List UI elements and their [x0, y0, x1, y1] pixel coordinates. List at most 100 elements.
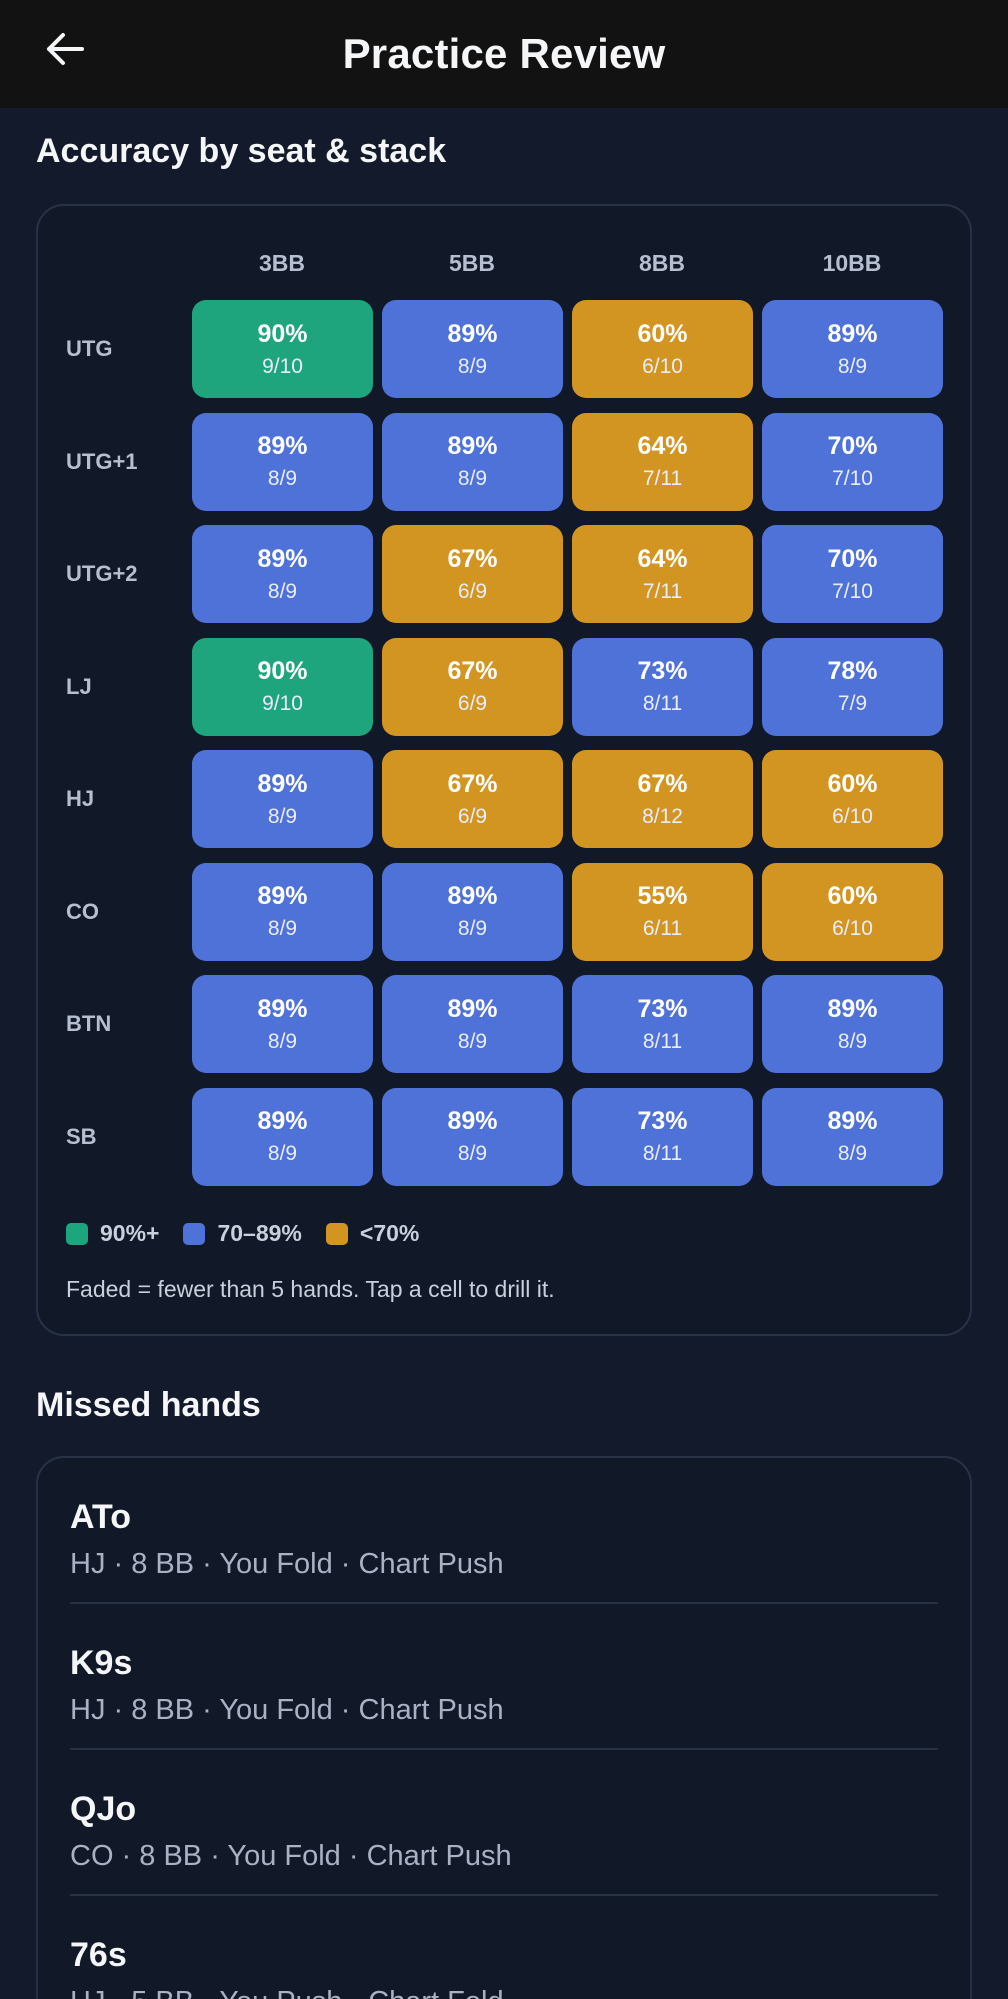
row-header: LJ [66, 673, 92, 699]
cell-fraction: 8/9 [837, 1029, 868, 1053]
missed-hand-item[interactable]: QJo CO · 8 BB · You Fold · Chart Push [70, 1750, 938, 1896]
accuracy-cell[interactable]: 67% 8/12 [572, 750, 753, 848]
accuracy-cell[interactable]: 89% 8/9 [762, 1087, 943, 1186]
cell-percent: 64% [637, 432, 688, 460]
cell-percent: 67% [447, 657, 498, 685]
accuracy-cell[interactable]: 67% 6/9 [382, 750, 563, 848]
cell-percent: 73% [637, 1107, 688, 1135]
cell-percent: 89% [257, 1107, 308, 1135]
row-header: HJ [66, 786, 95, 811]
cell-fraction: 6/10 [642, 354, 683, 378]
accuracy-cell[interactable]: 67% 6/9 [382, 637, 563, 736]
cell-percent: 60% [827, 769, 878, 798]
legend-label: 90%+ [100, 1220, 160, 1246]
accuracy-cell[interactable]: 89% 8/9 [382, 300, 563, 398]
accuracy-cell[interactable]: 73% 8/11 [572, 637, 753, 736]
cell-fraction: 8/9 [267, 804, 298, 828]
row-header: UTG+1 [66, 448, 138, 474]
accuracy-cell[interactable]: 90% 9/10 [192, 300, 373, 398]
row-header: UTG+2 [66, 561, 138, 586]
accuracy-cell[interactable]: 60% 6/10 [762, 862, 943, 961]
cell-fraction: 8/11 [642, 1142, 683, 1165]
column-header: 5BB [448, 250, 495, 276]
accuracy-cell[interactable]: 89% 8/9 [382, 975, 563, 1073]
page-title: Practice Review [342, 30, 666, 77]
hand-details: HJ · 5 BB · You Push · Chart Fold [70, 1986, 504, 1999]
accuracy-cell[interactable]: 89% 8/9 [192, 412, 373, 511]
cell-percent: 90% [257, 657, 308, 685]
accuracy-cell[interactable]: 89% 8/9 [382, 1087, 563, 1186]
cell-percent: 89% [257, 994, 308, 1023]
accuracy-cell[interactable]: 64% 7/11 [572, 525, 753, 623]
cell-fraction: 8/12 [642, 804, 683, 828]
cell-percent: 89% [257, 544, 308, 573]
legend-label: <70% [359, 1220, 420, 1246]
legend-swatch [66, 1222, 88, 1245]
accuracy-cell[interactable]: 89% 8/9 [192, 750, 373, 848]
cell-fraction: 8/11 [642, 1029, 683, 1053]
hand-name: ATo [70, 1498, 132, 1536]
legend-swatch [183, 1222, 206, 1245]
hand-name: 76s [70, 1936, 127, 1974]
cell-fraction: 8/9 [837, 1142, 868, 1165]
app-bar: Practice Review [0, 0, 1008, 108]
accuracy-cell[interactable]: 70% 7/10 [762, 525, 943, 623]
cell-percent: 67% [447, 544, 498, 573]
accuracy-cell[interactable]: 60% 6/10 [762, 750, 943, 848]
legend-item: <70% [325, 1220, 420, 1247]
cell-fraction: 7/11 [642, 467, 683, 490]
row-header: BTN [66, 1011, 112, 1036]
accuracy-cell[interactable]: 55% 6/11 [572, 862, 753, 961]
cell-fraction: 8/9 [267, 579, 298, 603]
accuracy-legend: 90%+ 70–89% <70% [66, 1220, 443, 1247]
cell-percent: 89% [827, 319, 878, 348]
cell-fraction: 8/11 [642, 692, 683, 715]
cell-fraction: 8/9 [457, 354, 488, 378]
back-button[interactable] [40, 24, 90, 74]
accuracy-cell[interactable]: 73% 8/11 [572, 975, 753, 1073]
cell-percent: 73% [637, 994, 688, 1023]
cell-fraction: 8/9 [267, 467, 298, 490]
cell-percent: 64% [637, 544, 688, 573]
cell-fraction: 9/10 [262, 354, 303, 378]
cell-fraction: 6/10 [832, 804, 873, 828]
cell-fraction: 7/10 [832, 467, 873, 490]
cell-percent: 78% [827, 657, 878, 685]
accuracy-cell[interactable]: 67% 6/9 [382, 525, 563, 623]
column-header: 10BB [822, 250, 882, 276]
cell-fraction: 6/9 [457, 804, 488, 828]
accuracy-cell[interactable]: 60% 6/10 [572, 300, 753, 398]
cell-fraction: 8/9 [457, 467, 488, 490]
accuracy-cell[interactable]: 78% 7/9 [762, 637, 943, 736]
legend-swatch [325, 1222, 348, 1245]
accuracy-cell[interactable]: 89% 8/9 [382, 862, 563, 961]
cell-percent: 73% [637, 657, 688, 685]
accuracy-cell[interactable]: 89% 8/9 [382, 412, 563, 511]
accuracy-cell[interactable]: 89% 8/9 [192, 862, 373, 961]
cell-percent: 89% [447, 1107, 498, 1135]
accuracy-cell[interactable]: 89% 8/9 [762, 300, 943, 398]
cell-percent: 55% [637, 882, 688, 910]
cell-percent: 89% [257, 432, 308, 460]
cell-fraction: 8/9 [267, 1142, 298, 1165]
cell-percent: 89% [257, 882, 308, 910]
missed-hand-item[interactable]: ATo HJ · 8 BB · You Fold · Chart Push [70, 1458, 938, 1604]
missed-hand-item[interactable]: K9s HJ · 8 BB · You Fold · Chart Push [70, 1604, 938, 1750]
missed-hand-item[interactable]: 76s HJ · 5 BB · You Push · Chart Fold [70, 1896, 938, 1999]
accuracy-cell[interactable]: 90% 9/10 [192, 637, 373, 736]
row-header: CO [66, 898, 99, 924]
accuracy-cell[interactable]: 64% 7/11 [572, 412, 753, 511]
grid-note: Faded = fewer than 5 hands. Tap a cell t… [66, 1276, 555, 1302]
cell-percent: 89% [447, 432, 498, 460]
accuracy-cell[interactable]: 89% 8/9 [192, 975, 373, 1073]
cell-percent: 89% [447, 319, 498, 348]
cell-percent: 89% [827, 1107, 878, 1135]
accuracy-cell[interactable]: 89% 8/9 [192, 1087, 373, 1186]
accuracy-cell[interactable]: 70% 7/10 [762, 412, 943, 511]
arrow-left-icon [47, 33, 84, 65]
accuracy-cell[interactable]: 89% 8/9 [762, 975, 943, 1073]
cell-percent: 89% [447, 882, 498, 910]
cell-percent: 90% [257, 319, 308, 348]
accuracy-cell[interactable]: 89% 8/9 [192, 525, 373, 623]
accuracy-cell[interactable]: 73% 8/11 [572, 1087, 753, 1186]
